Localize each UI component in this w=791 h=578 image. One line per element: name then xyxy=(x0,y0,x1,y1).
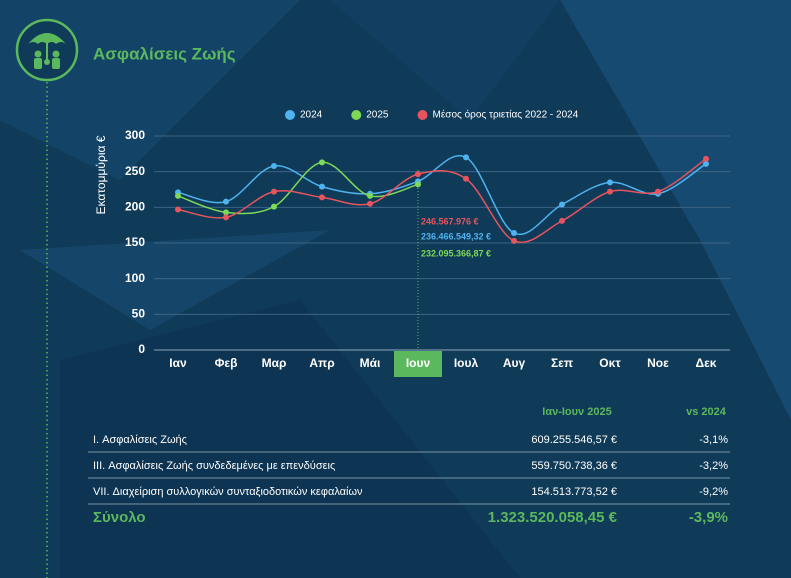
total-value: 1.323.520.058,45 € xyxy=(488,509,618,526)
bg-shape xyxy=(560,0,791,420)
legend-label: 2024 xyxy=(300,110,323,121)
x-tick-label: Απρ xyxy=(309,356,334,370)
x-tick-label: Φεβ xyxy=(215,356,238,370)
data-point xyxy=(655,188,661,195)
data-point xyxy=(319,194,325,201)
data-point xyxy=(703,155,709,162)
x-tick-label: Δεκ xyxy=(695,356,716,370)
data-point xyxy=(175,192,181,199)
y-tick-label: 200 xyxy=(125,200,145,214)
data-point xyxy=(367,200,373,207)
data-point xyxy=(415,181,421,188)
data-point xyxy=(319,183,325,190)
highlight-box xyxy=(394,351,442,377)
total-label: Σύνολο xyxy=(93,509,146,526)
data-point xyxy=(703,160,709,167)
value-label: 236.466.549,32 € xyxy=(421,231,491,241)
y-tick-label: 50 xyxy=(132,307,146,321)
data-point xyxy=(223,198,229,205)
page-title: Ασφαλίσεις Ζωής xyxy=(93,44,236,63)
row-value: 154.513.773,52 € xyxy=(531,486,617,498)
bg-shape xyxy=(60,300,520,578)
legend-label: Μέσος όρος τριετίας 2022 - 2024 xyxy=(433,109,579,121)
data-point xyxy=(271,162,277,169)
legend-marker xyxy=(351,110,362,120)
total-change: -3,9% xyxy=(689,509,728,526)
value-label: 246.567.976 € xyxy=(421,216,479,226)
row-value: 559.750.738,36 € xyxy=(531,460,617,472)
x-tick-label: Μαρ xyxy=(262,356,287,370)
x-tick-label: Ιαν xyxy=(169,356,187,370)
row-change: -9,2% xyxy=(699,486,728,498)
y-tick-label: 0 xyxy=(138,342,145,356)
row-value: 609.255.546,57 € xyxy=(531,434,617,446)
data-point xyxy=(463,154,469,161)
y-tick-label: 150 xyxy=(125,235,145,249)
data-point xyxy=(511,230,517,237)
data-point xyxy=(271,203,277,210)
row-change: -3,1% xyxy=(699,434,728,446)
data-point xyxy=(607,188,613,195)
data-point xyxy=(319,159,325,166)
y-axis-label: Εκατομμύρια € xyxy=(94,135,108,214)
table-header: vs 2024 xyxy=(686,406,727,418)
data-point xyxy=(271,188,277,195)
row-label: III. Ασφαλίσεις Ζωής συνδεδεμένες με επε… xyxy=(93,460,335,472)
row-change: -3,2% xyxy=(699,460,728,472)
data-point xyxy=(511,237,517,244)
data-point xyxy=(559,201,565,208)
table-header: Ιαν-Ιουν 2025 xyxy=(542,406,611,418)
value-label: 232.095.366,87 € xyxy=(421,248,491,258)
x-tick-label: Νοε xyxy=(647,356,669,370)
bg-shape xyxy=(330,0,560,120)
legend-marker xyxy=(285,110,295,120)
y-tick-label: 300 xyxy=(125,128,145,142)
x-tick-label: Ιουν xyxy=(406,356,431,370)
x-tick-label: Αυγ xyxy=(503,356,526,370)
bg-shape xyxy=(20,230,330,330)
data-point xyxy=(223,214,229,221)
data-point xyxy=(175,206,181,213)
x-tick-label: Σεπ xyxy=(551,356,573,370)
data-point xyxy=(223,209,229,216)
data-point xyxy=(463,175,469,182)
x-tick-label: Ιουλ xyxy=(454,356,479,370)
legend-marker xyxy=(417,110,428,120)
data-point xyxy=(559,217,565,224)
y-tick-label: 250 xyxy=(125,164,145,178)
x-tick-label: Οκτ xyxy=(599,356,621,370)
legend-label: 2025 xyxy=(366,110,389,121)
logo-icon xyxy=(28,33,66,69)
row-label: I. Ασφαλίσεις Ζωής xyxy=(93,434,187,446)
y-tick-label: 100 xyxy=(125,271,145,285)
data-point xyxy=(415,171,421,178)
data-point xyxy=(367,192,373,199)
data-point xyxy=(607,179,613,186)
x-tick-label: Μάι xyxy=(360,356,381,370)
row-label: VII. Διαχείριση συλλογικών συνταξιοδοτικ… xyxy=(93,486,363,498)
